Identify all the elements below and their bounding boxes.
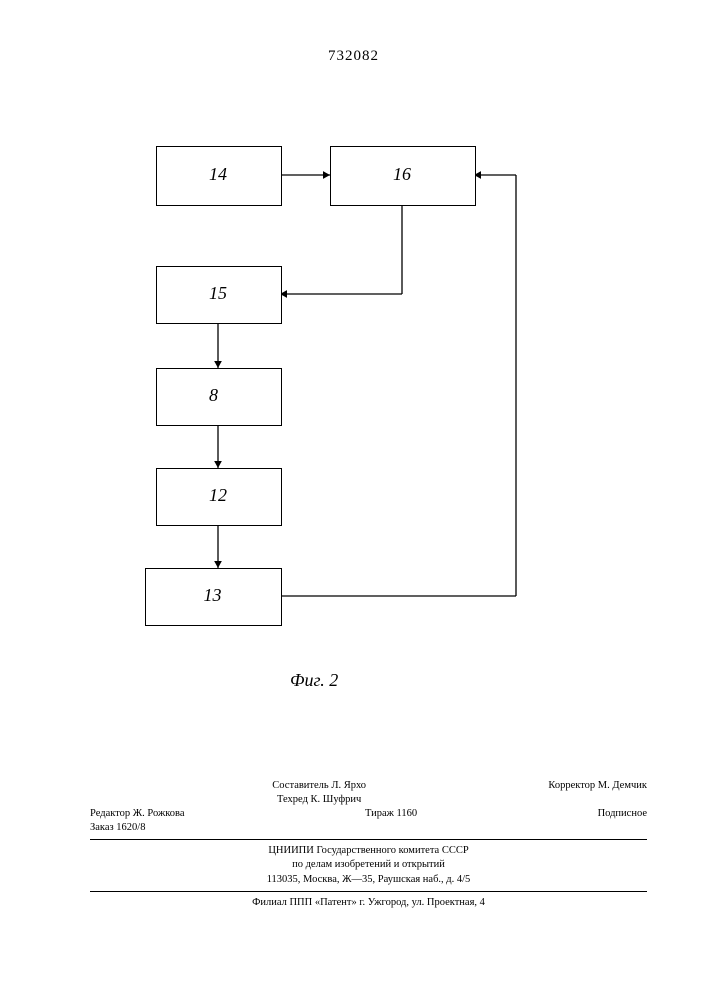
footer-tirage: Тираж 1160 xyxy=(365,807,417,835)
footer-rule-1 xyxy=(90,839,647,840)
footer-compiler: Составитель Л. Ярхо xyxy=(272,779,366,793)
page: 732082 14161581213 Фиг. 2 Составитель Л.… xyxy=(0,0,707,1000)
block-8: 8 xyxy=(156,368,282,426)
footer-rule-2 xyxy=(90,891,647,892)
footer-techred: Техред К. Шуфрич xyxy=(272,793,366,807)
block-12: 12 xyxy=(156,468,282,526)
footer-order: Заказ 1620/8 xyxy=(90,821,185,835)
block-13: 13 xyxy=(145,568,282,626)
footer-left2: Редактор Ж. Рожкова Заказ 1620/8 xyxy=(90,807,185,835)
footer-org1: ЦНИИПИ Государственного комитета СССР xyxy=(90,844,647,858)
footer-org4: Филиал ППП «Патент» г. Ужгород, ул. Прое… xyxy=(90,896,647,910)
footer-colophon: Составитель Л. Ярхо Техред К. Шуфрич Кор… xyxy=(90,779,647,910)
block-14: 14 xyxy=(156,146,282,206)
figure-caption: Фиг. 2 xyxy=(290,670,338,691)
block-label-8: 8 xyxy=(209,385,218,406)
footer-subscription: Подписное xyxy=(598,807,647,835)
block-diagram: 14 16 15 8 12 13 xyxy=(0,0,707,760)
block-label-13: 13 xyxy=(204,585,222,606)
footer-editor-text: Редактор Ж. Рожкова xyxy=(90,807,185,821)
block-16: 16 xyxy=(330,146,476,206)
block-label-14: 14 xyxy=(209,164,227,185)
diagram-edges xyxy=(0,0,707,760)
block-15: 15 xyxy=(156,266,282,324)
block-label-16: 16 xyxy=(393,164,411,185)
footer-org2: по делам изобретений и открытий xyxy=(90,858,647,872)
block-label-12: 12 xyxy=(209,485,227,506)
footer-org3: 113035, Москва, Ж—35, Раушская наб., д. … xyxy=(90,873,647,887)
block-label-15: 15 xyxy=(209,283,227,304)
footer-corrector: Корректор М. Демчик xyxy=(548,779,647,807)
